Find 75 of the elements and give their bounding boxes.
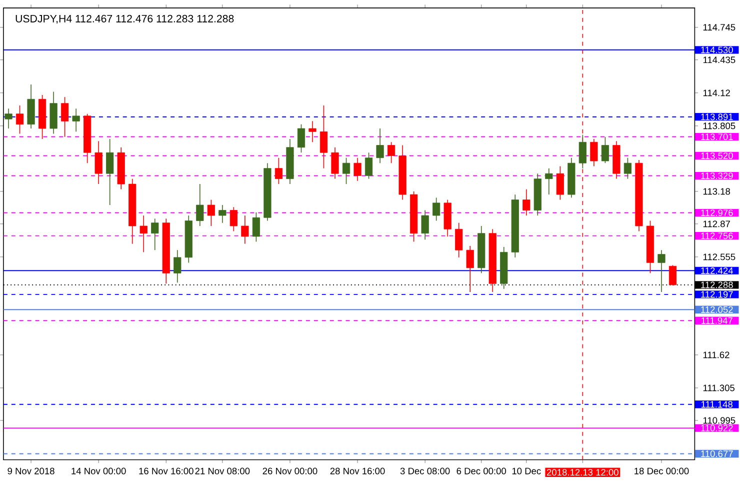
candlestick: [354, 157, 362, 182]
y-tick-label: 111.62: [703, 351, 730, 358]
x-tick-label: 16 Nov 16:00: [139, 468, 194, 474]
y-tick-label: 112.87: [703, 220, 730, 227]
ref-line-label: 112.288: [701, 281, 733, 288]
candlestick: [151, 218, 159, 250]
ref-line-label: 113.329: [701, 172, 733, 179]
ref-line-label: 112.197: [701, 290, 733, 298]
ref-line-label: 110.677: [701, 450, 733, 457]
candlestick: [72, 108, 80, 132]
x-tick-label: 28 Nov 16:00: [330, 468, 385, 474]
candlestick: [601, 136, 609, 164]
x-tick-label: 14 Nov 00:00: [72, 468, 126, 474]
candlestick: [342, 157, 350, 184]
candlestick: [387, 142, 396, 164]
x-tick-label: 9 Nov 2018: [8, 468, 54, 474]
ref-line-label: 111.148: [701, 400, 733, 408]
candlestick: [421, 210, 429, 240]
candlestick: [668, 264, 677, 286]
ref-line-label: 111.947: [701, 317, 732, 324]
ref-line-label: 114.530: [701, 46, 733, 53]
y-tick-label: 111.305: [703, 384, 734, 392]
candlestick: [522, 188, 530, 216]
candlestick: [218, 204, 226, 224]
y-tick-label: 114.745: [703, 24, 736, 30]
y-tick-label: 114.12: [703, 89, 730, 96]
candlestick: [320, 104, 328, 169]
candlestick: [556, 166, 564, 200]
ref-line-label: 112.976: [701, 209, 733, 216]
text: USDJPY,H4 112.467 112.476 112.283 112.288: [16, 14, 234, 24]
x-tick-label: 6 Dec 00:00: [456, 468, 506, 474]
candlestick: [624, 157, 632, 180]
ref-line-label: 110.922: [701, 424, 733, 432]
y-tick-label: 112.555: [703, 253, 736, 260]
candlestick: [578, 134, 586, 169]
y-tick-label: 110.995: [703, 416, 736, 424]
ref-line-label: 112.052: [701, 306, 733, 313]
y-tick-label: 113.18: [703, 188, 730, 194]
y-tick-label: 114.435: [703, 56, 736, 63]
ref-line-label: 113.701: [701, 133, 733, 140]
candlestick: [331, 146, 339, 180]
candlestick: [230, 206, 238, 232]
x-tick-label: 10 Dec: [512, 468, 541, 474]
candlestick: [252, 212, 260, 242]
candlestick: [545, 168, 553, 195]
candlestick: [4, 108, 12, 129]
x-tick-label: 2018.12.13 12:00: [546, 468, 618, 476]
ref-line-label: 112.424: [701, 267, 734, 274]
candlestick: [16, 104, 24, 134]
candlestick: [590, 138, 598, 166]
candlestick: [94, 140, 102, 184]
x-tick-label: 3 Dec 08:00: [400, 468, 450, 474]
candlestick: [364, 152, 373, 180]
ref-line-label: 113.891: [701, 113, 733, 120]
ref-line-label: 112.756: [701, 232, 733, 239]
x-tick-label: 26 Nov 00:00: [262, 468, 318, 474]
y-tick-label: 113.805: [703, 122, 736, 129]
x-tick-label: 18 Dec 00:00: [634, 468, 689, 474]
candlestick: [466, 245, 474, 292]
candlestick: [308, 120, 316, 142]
candlestick: [140, 214, 148, 252]
candlestick: [106, 138, 114, 206]
candlestick: [174, 250, 182, 283]
candlestick: [274, 157, 283, 184]
candlestick: [432, 197, 440, 221]
candlestick: [455, 222, 463, 258]
x-tick-label: 21 Nov 08:00: [195, 468, 250, 474]
candlestick: [376, 128, 384, 164]
candlestick: [658, 250, 666, 292]
candlestick: [297, 124, 306, 153]
candlestick: [241, 214, 249, 244]
candlestick: [196, 183, 204, 226]
candlestick: [61, 96, 69, 138]
candlestick: [207, 199, 215, 226]
ref-line-label: 113.520: [701, 152, 733, 159]
